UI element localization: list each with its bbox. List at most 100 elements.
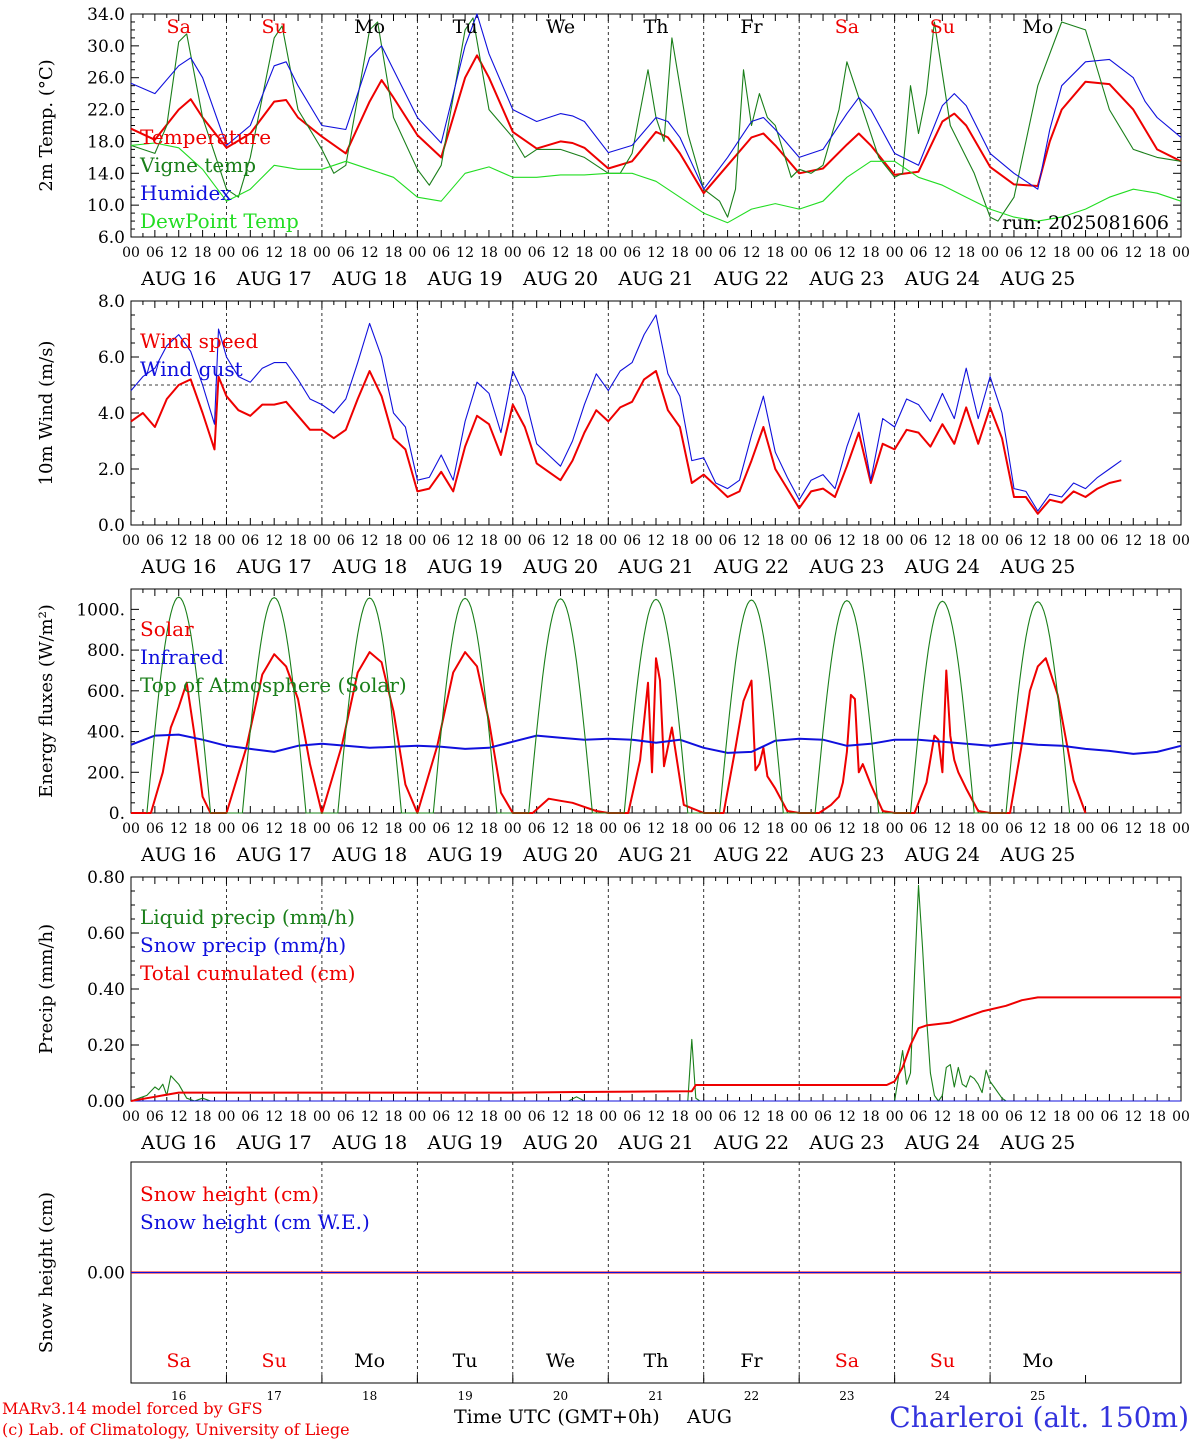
legend-entry: Total cumulated (cm) bbox=[140, 961, 356, 985]
x-hour-label: 00 bbox=[886, 821, 904, 837]
x-hour-label: 12 bbox=[170, 245, 188, 261]
weekday-label: Th bbox=[644, 16, 669, 38]
x-hour-label: 18 bbox=[766, 245, 784, 261]
y-axis-label: Snow height (cm) bbox=[36, 1192, 57, 1353]
y-axis-label: Precip (mm/h) bbox=[36, 924, 57, 1054]
x-hour-label: 06 bbox=[241, 821, 259, 837]
run-label: run: 2025081606 bbox=[1002, 212, 1169, 234]
y-tick-label: 0.60 bbox=[87, 924, 125, 944]
y-tick-label: 400. bbox=[87, 723, 125, 743]
x-hour-label: 12 bbox=[552, 1109, 570, 1125]
x-hour-label: 06 bbox=[1005, 1109, 1023, 1125]
x-hour-label: 00 bbox=[599, 245, 617, 261]
x-hour-label: 06 bbox=[719, 821, 737, 837]
x-date-label: AUG 23 bbox=[808, 844, 884, 866]
x-hour-label: 12 bbox=[361, 245, 379, 261]
panel-energy: 0. 200. 400. 600. 800. 1000. Energy fluxes (W/… bbox=[36, 588, 1190, 866]
x-hour-label: 06 bbox=[719, 533, 737, 549]
x-hour-label: 00 bbox=[981, 533, 999, 549]
weekday-label: Su bbox=[930, 16, 955, 38]
weekday-label: Mo bbox=[354, 1350, 385, 1372]
x-hour-label: 12 bbox=[647, 821, 665, 837]
x-hour-label: 12 bbox=[1124, 245, 1142, 261]
legend-entry: DewPoint Temp bbox=[140, 209, 299, 233]
x-hour-label: 00 bbox=[886, 245, 904, 261]
x-hour-label: 00 bbox=[1172, 533, 1190, 549]
x-hour-label: 06 bbox=[528, 821, 546, 837]
x-hour-label: 12 bbox=[361, 821, 379, 837]
x-hour-label: 06 bbox=[1100, 245, 1118, 261]
legend-entry: Liquid precip (mm/h) bbox=[140, 905, 355, 929]
x-hour-label: 06 bbox=[719, 1109, 737, 1125]
x-hour-label: 06 bbox=[910, 821, 928, 837]
x-hour-label: 12 bbox=[552, 821, 570, 837]
x-date-label: AUG 20 bbox=[522, 844, 598, 866]
x-date-label: AUG 19 bbox=[427, 556, 503, 578]
x-date-label: AUG 17 bbox=[236, 268, 312, 290]
weekday-label: Sa bbox=[835, 16, 859, 38]
weekday-label: Sa bbox=[167, 1350, 191, 1372]
x-date-label: AUG 16 bbox=[140, 844, 216, 866]
x-hour-label: 06 bbox=[1005, 245, 1023, 261]
x-hour-label: 12 bbox=[1029, 245, 1047, 261]
plot-frame bbox=[130, 588, 1182, 814]
legend-entry: Snow precip (mm/h) bbox=[140, 933, 346, 957]
weekday-label: Sa bbox=[835, 1350, 859, 1372]
x-hour-label: 12 bbox=[552, 533, 570, 549]
x-hour-label: 06 bbox=[910, 1109, 928, 1125]
x-hour-label: 12 bbox=[933, 245, 951, 261]
plot-frame bbox=[130, 13, 1182, 238]
x-hour-label: 12 bbox=[1124, 533, 1142, 549]
x-hour-label: 00 bbox=[695, 245, 713, 261]
x-hour-label: 18 bbox=[671, 1109, 689, 1125]
x-hour-label: 18 bbox=[957, 1109, 975, 1125]
x-hour-label: 00 bbox=[981, 1109, 999, 1125]
x-hour-label: 00 bbox=[1172, 245, 1190, 261]
x-hour-label: 18 bbox=[480, 1109, 498, 1125]
x-hour-label: 12 bbox=[265, 821, 283, 837]
x-date-label: AUG 21 bbox=[617, 268, 693, 290]
series-line-vigne-temp bbox=[130, 17, 1182, 222]
x-hour-label: 12 bbox=[1124, 1109, 1142, 1125]
x-hour-label: 00 bbox=[1077, 245, 1095, 261]
x-hour-label: 00 bbox=[313, 245, 331, 261]
x-hour-label: 06 bbox=[719, 245, 737, 261]
x-hour-label: 06 bbox=[814, 533, 832, 549]
day-number-label: 20 bbox=[553, 1389, 568, 1403]
x-date-label: AUG 18 bbox=[331, 268, 407, 290]
x-hour-label: 18 bbox=[194, 821, 212, 837]
x-hour-label: 12 bbox=[838, 821, 856, 837]
x-hour-label: 06 bbox=[337, 245, 355, 261]
x-hour-label: 18 bbox=[575, 1109, 593, 1125]
y-tick-label: 0.80 bbox=[87, 868, 125, 888]
x-hour-label: 12 bbox=[170, 821, 188, 837]
x-date-label: AUG 22 bbox=[713, 268, 789, 290]
x-hour-label: 00 bbox=[981, 821, 999, 837]
x-hour-label: 12 bbox=[1029, 1109, 1047, 1125]
x-date-label: AUG 16 bbox=[140, 1132, 216, 1154]
x-date-label: AUG 17 bbox=[236, 844, 312, 866]
x-hour-label: 18 bbox=[385, 533, 403, 549]
weekday-label: We bbox=[546, 1350, 575, 1372]
x-hour-label: 06 bbox=[1100, 1109, 1118, 1125]
x-date-label: AUG 21 bbox=[617, 844, 693, 866]
x-hour-label: 06 bbox=[1005, 821, 1023, 837]
x-hour-label: 18 bbox=[957, 821, 975, 837]
x-hour-label: 00 bbox=[408, 1109, 426, 1125]
x-hour-label: 00 bbox=[408, 245, 426, 261]
x-hour-label: 06 bbox=[528, 1109, 546, 1125]
x-date-label: AUG 24 bbox=[904, 844, 980, 866]
x-hour-label: 06 bbox=[528, 533, 546, 549]
series-line-wind-gust bbox=[130, 314, 1122, 512]
y-tick-label: 30.0 bbox=[87, 37, 125, 57]
day-number-label: 17 bbox=[267, 1389, 282, 1403]
x-hour-label: 18 bbox=[766, 1109, 784, 1125]
x-hour-label: 12 bbox=[265, 245, 283, 261]
y-tick-label: 600. bbox=[87, 682, 125, 702]
x-hour-label: 18 bbox=[1053, 1109, 1071, 1125]
x-hour-label: 06 bbox=[241, 245, 259, 261]
x-date-label: AUG 16 bbox=[140, 556, 216, 578]
x-hour-label: 00 bbox=[599, 533, 617, 549]
x-hour-label: 00 bbox=[790, 1109, 808, 1125]
day-number-label: 19 bbox=[457, 1389, 472, 1403]
